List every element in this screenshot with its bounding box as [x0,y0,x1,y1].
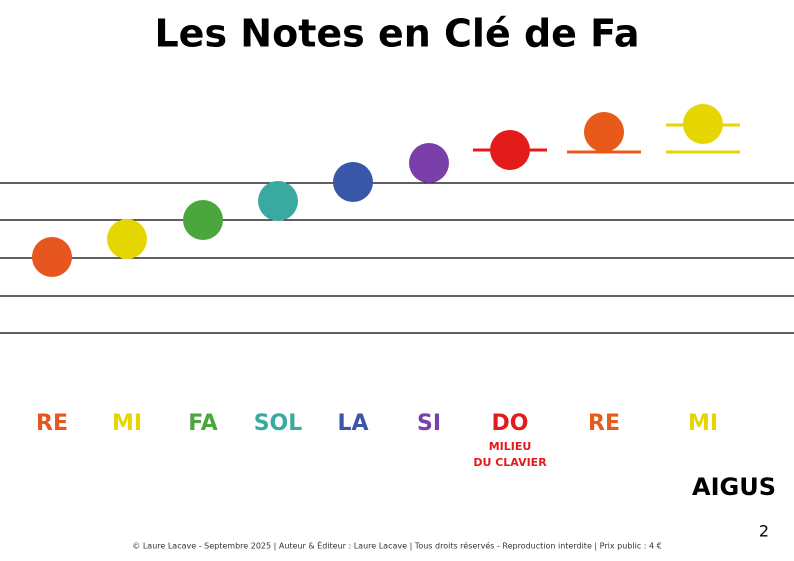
note-label: MI [688,411,718,436]
register-label: AIGUS [692,473,776,501]
note-label: MI [112,411,142,436]
note [490,130,530,170]
footer: © Laure Lacave - Septembre 2025 | Auteur… [132,540,661,551]
note-label: RE [588,411,620,436]
note [683,104,723,144]
note-label: FA [188,411,218,436]
note-label: DO [492,411,529,436]
note [409,143,449,183]
note [32,237,72,277]
page-number: 2 [759,522,769,541]
note-label: LA [337,411,368,436]
title: Les Notes en Clé de Fa [154,12,639,56]
staff [0,182,794,334]
note-label: SI [417,411,441,436]
note [258,181,298,221]
note [183,200,223,240]
note-label: RE [36,411,68,436]
note [333,162,373,202]
note-label: SOL [254,411,303,436]
annotation: DU CLAVIER [473,456,547,469]
note [584,112,624,152]
annotation: MILIEU [489,440,532,453]
note [107,219,147,259]
